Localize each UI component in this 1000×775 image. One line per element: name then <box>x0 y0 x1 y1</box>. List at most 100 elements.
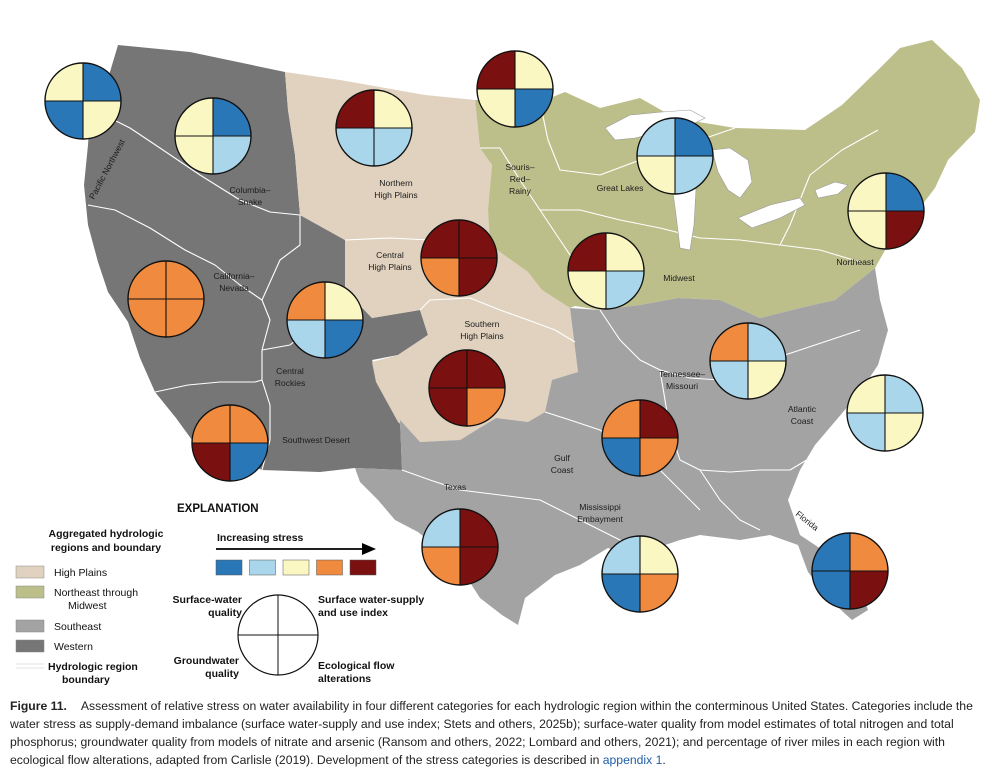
pie-quadrant-sw-supply-use <box>850 533 888 571</box>
pie-quadrant-eco-flow <box>325 320 363 358</box>
pie-tennessee-missouri <box>709 322 787 400</box>
pie-quadrant-sw-supply-use <box>748 323 786 361</box>
pie-quadrant-sw-supply-use <box>460 509 498 547</box>
pie-quadrant-sw-quality <box>429 350 467 388</box>
label-northeast: Northeast <box>836 257 874 267</box>
label-central-high-plains: Central High Plains <box>368 250 411 272</box>
pie-quadrant-sw-supply-use <box>640 400 678 438</box>
pie-quadrant-eco-flow <box>640 438 678 476</box>
pie-central-high-plains <box>420 219 498 297</box>
pie-quadrant-eco-flow <box>166 299 204 337</box>
legend-key-sw-supply: Surface water-supply and use index <box>318 594 424 619</box>
caption-appendix-link[interactable]: appendix 1 <box>602 753 663 767</box>
pie-columbia-snake <box>174 97 252 175</box>
legend-stress-swatch-4 <box>316 559 343 576</box>
legend-label-southeast: Southeast <box>54 621 101 633</box>
pie-quadrant-sw-quality <box>602 400 640 438</box>
pie-great-lakes <box>636 117 714 195</box>
pie-quadrant-sw-supply-use <box>886 173 924 211</box>
pie-quadrant-sw-supply-use <box>467 350 505 388</box>
lake-huron <box>711 147 753 199</box>
pie-quadrant-sw-quality <box>637 118 675 156</box>
pie-quadrant-sw-supply-use <box>230 405 268 443</box>
pie-quadrant-sw-supply-use <box>374 90 412 128</box>
region-western <box>84 45 428 472</box>
pie-quadrant-groundwater <box>192 443 230 481</box>
legend-swatch-high-plains <box>15 565 45 579</box>
pie-quadrant-eco-flow <box>467 388 505 426</box>
legend-swatch-northeast-midwest <box>15 585 45 599</box>
pie-quadrant-sw-supply-use <box>606 233 644 271</box>
pie-quadrant-groundwater <box>812 571 850 609</box>
pie-mississippi-embayment <box>601 535 679 613</box>
legend-increasing-stress: Increasing stress <box>217 532 304 544</box>
pie-pacific-northwest <box>44 62 122 140</box>
legend-stress-swatches <box>215 559 377 576</box>
pie-southern-high-plains <box>428 349 506 427</box>
pie-quadrant-sw-quality <box>175 98 213 136</box>
label-california-nevada: California– Nevada <box>213 271 254 293</box>
pie-quadrant-groundwater <box>848 211 886 249</box>
pie-quadrant-eco-flow <box>83 101 121 139</box>
label-gulf-coast: Gulf Coast <box>551 453 574 475</box>
label-souris-red-rainy: Souris– Red– Rainy <box>505 162 534 196</box>
pie-quadrant-groundwater <box>637 156 675 194</box>
lake-ontario <box>814 181 849 199</box>
legend-label-high-plains: High Plains <box>54 567 107 579</box>
legend-swatch-southeast <box>15 619 45 633</box>
pie-quadrant-groundwater <box>568 271 606 309</box>
pie-quadrant-groundwater <box>422 547 460 585</box>
pie-atlantic-coast <box>846 374 924 452</box>
label-great-lakes: Great Lakes <box>597 183 644 193</box>
pie-northeast <box>847 172 925 250</box>
pie-quadrant-groundwater <box>710 361 748 399</box>
pie-quadrant-sw-quality <box>477 51 515 89</box>
legend-title: EXPLANATION <box>177 503 259 515</box>
pie-quadrant-sw-quality <box>192 405 230 443</box>
pie-quadrant-groundwater <box>602 574 640 612</box>
pie-quadrant-sw-quality <box>847 375 885 413</box>
pie-quadrant-sw-quality <box>848 173 886 211</box>
pie-quadrant-groundwater <box>421 258 459 296</box>
label-tennessee-missouri: Tennessee– Missouri <box>659 369 706 391</box>
pie-california-nevada <box>127 260 205 338</box>
pie-quadrant-groundwater <box>847 413 885 451</box>
pie-quadrant-eco-flow <box>675 156 713 194</box>
pie-southwest-desert <box>191 404 269 482</box>
pie-quadrant-eco-flow <box>230 443 268 481</box>
pie-quadrant-eco-flow <box>515 89 553 127</box>
pie-quadrant-sw-quality <box>287 282 325 320</box>
pie-quadrant-groundwater <box>477 89 515 127</box>
label-mississippi-embayment: Mississippi Embayment <box>577 502 623 524</box>
stress-pies <box>44 50 925 613</box>
pie-gulf-coast <box>601 399 679 477</box>
label-southern-high-plains: Southern High Plains <box>460 319 503 341</box>
label-columbia-snake: Columbia– Snake <box>229 185 270 207</box>
pie-quadrant-sw-quality <box>336 90 374 128</box>
legend-stress-swatch-2 <box>249 559 276 576</box>
pie-quadrant-sw-quality <box>45 63 83 101</box>
pie-florida <box>811 532 889 610</box>
pie-quadrant-eco-flow <box>885 413 923 451</box>
label-central-rockies: Central Rockies <box>275 366 306 388</box>
pie-quadrant-sw-quality <box>421 220 459 258</box>
legend-stress-swatch-3 <box>282 559 310 576</box>
legend-key-sw-quality: Surface-water quality <box>173 594 243 619</box>
pie-quadrant-sw-supply-use <box>166 261 204 299</box>
legend: EXPLANATION Aggregated hydrologic regions… <box>15 503 424 686</box>
pie-texas <box>421 508 499 586</box>
pie-quadrant-eco-flow <box>748 361 786 399</box>
caption-text: Assessment of relative stress on water a… <box>10 699 973 767</box>
pie-souris-red-rainy <box>476 50 554 128</box>
label-southwest-desert: Southwest Desert <box>282 435 350 445</box>
pie-quadrant-sw-supply-use <box>325 282 363 320</box>
pie-midwest <box>567 232 645 310</box>
legend-regions-heading: Aggregated hydrologic regions and boundar… <box>49 528 164 554</box>
figure-caption: Figure 11. Assessment of relative stress … <box>10 697 990 769</box>
pie-quadrant-eco-flow <box>460 547 498 585</box>
pie-quadrant-sw-quality <box>812 533 850 571</box>
pie-quadrant-eco-flow <box>606 271 644 309</box>
pie-quadrant-sw-supply-use <box>885 375 923 413</box>
pie-quadrant-eco-flow <box>459 258 497 296</box>
stress-map-figure: Pacific Northwest Columbia– Snake Califor… <box>15 40 980 686</box>
